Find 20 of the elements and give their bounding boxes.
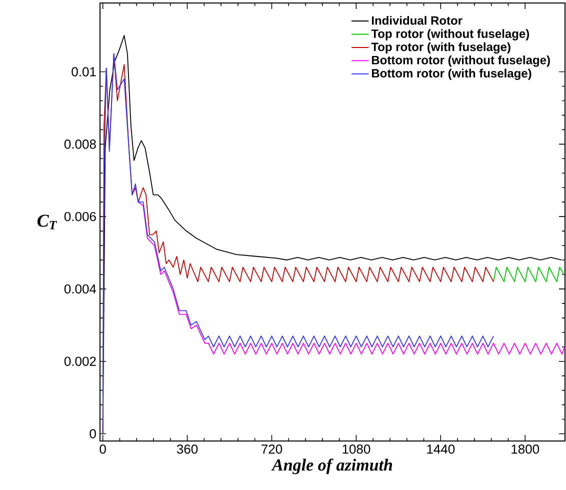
y-tick-label: 0.006 <box>64 212 96 222</box>
y-tick-label: 0 <box>90 429 96 438</box>
y-tick-label: 0.01 <box>72 67 96 76</box>
y-axis-title: C$_{T}$ <box>37 214 57 230</box>
legend-label: Bottom rotor (without fuselage) <box>372 56 550 67</box>
legend-label: Top rotor (without fuselage) <box>371 29 530 40</box>
x-tick-label: 1800 <box>512 444 540 454</box>
y-tick-label: 0.008 <box>64 140 96 149</box>
legend-label: Individual Rotor <box>372 16 462 25</box>
line-series <box>138 202 565 355</box>
legend-label: Top rotor (with fuselage) <box>371 42 510 54</box>
x-tick-label: 360 <box>176 444 198 454</box>
x-tick-label: 1080 <box>342 444 370 454</box>
y-tick-label: 0.004 <box>64 284 96 294</box>
x-tick-label: 0 <box>100 444 106 454</box>
legend-label: Bottom rotor (with fuselage) <box>372 68 532 80</box>
x-axis-title: Angle of azimuth <box>271 458 392 474</box>
x-tick-label: 720 <box>262 444 282 454</box>
y-tick-label: 0.002 <box>64 356 96 366</box>
x-tick-label: 1440 <box>427 444 455 454</box>
